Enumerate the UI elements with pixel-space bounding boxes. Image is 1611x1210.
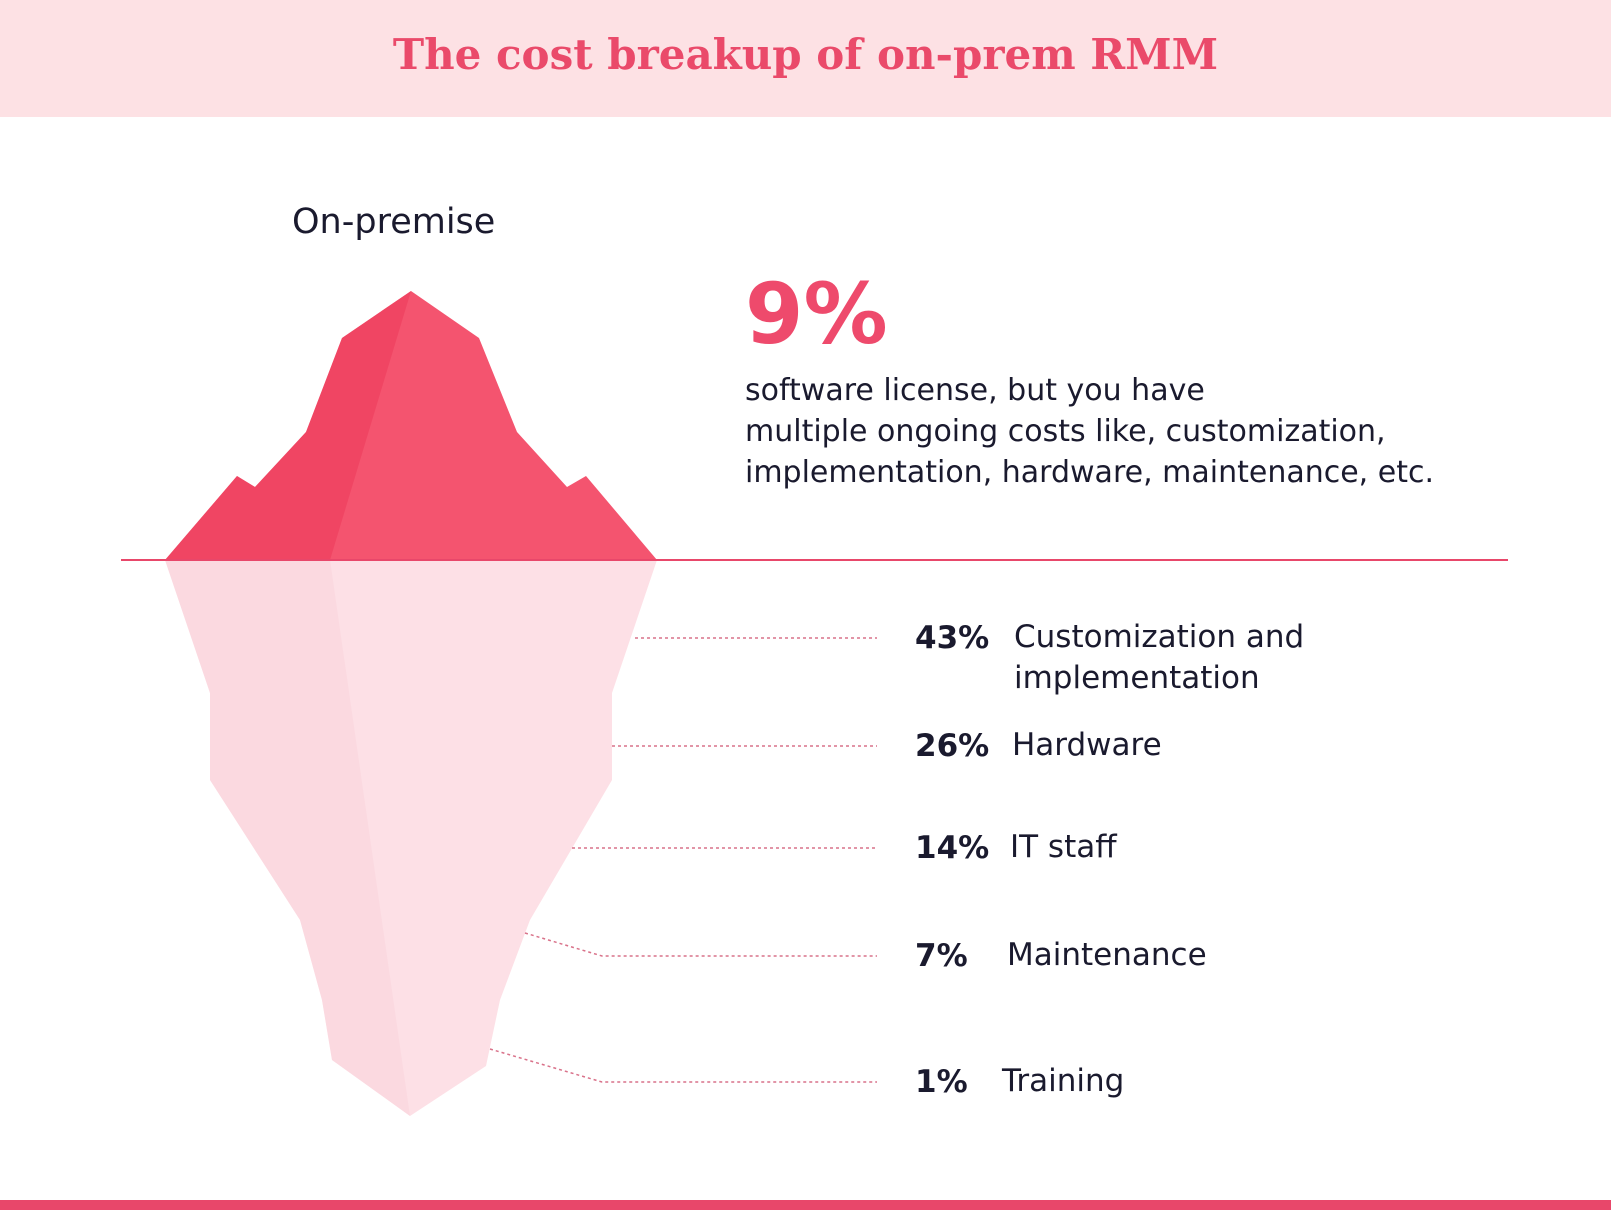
item-label: IT staff xyxy=(1010,829,1117,865)
item-label: Hardware xyxy=(1012,727,1162,763)
item-label: Training xyxy=(1002,1063,1125,1099)
item-percent: 7% xyxy=(915,938,968,974)
item-label: Maintenance xyxy=(1007,937,1207,973)
headline: 9% xyxy=(745,265,888,363)
subtitle: On-premise xyxy=(292,202,496,242)
item-percent: 26% xyxy=(915,728,990,764)
leader xyxy=(489,1048,877,1083)
title: The cost breakup of on-prem RMM xyxy=(392,30,1219,79)
iceberg-top-shade xyxy=(165,291,411,560)
iceberg-under-shade xyxy=(165,560,410,1116)
footer-bar xyxy=(0,1200,1611,1210)
item-percent: 14% xyxy=(915,830,990,866)
item-percent: 43% xyxy=(915,620,990,656)
description-line: multiple ongoing costs like, customizati… xyxy=(745,414,1386,449)
item-percent: 1% xyxy=(915,1064,968,1100)
description-line: implementation, hardware, maintenance, e… xyxy=(745,455,1435,490)
description: software license, but you have multiple o… xyxy=(745,370,1434,493)
item-label: Customization and implementation xyxy=(1014,619,1305,696)
leader xyxy=(524,932,877,957)
header xyxy=(0,0,1611,117)
description-line: software license, but you have xyxy=(745,373,1205,408)
leaders xyxy=(489,637,877,1083)
